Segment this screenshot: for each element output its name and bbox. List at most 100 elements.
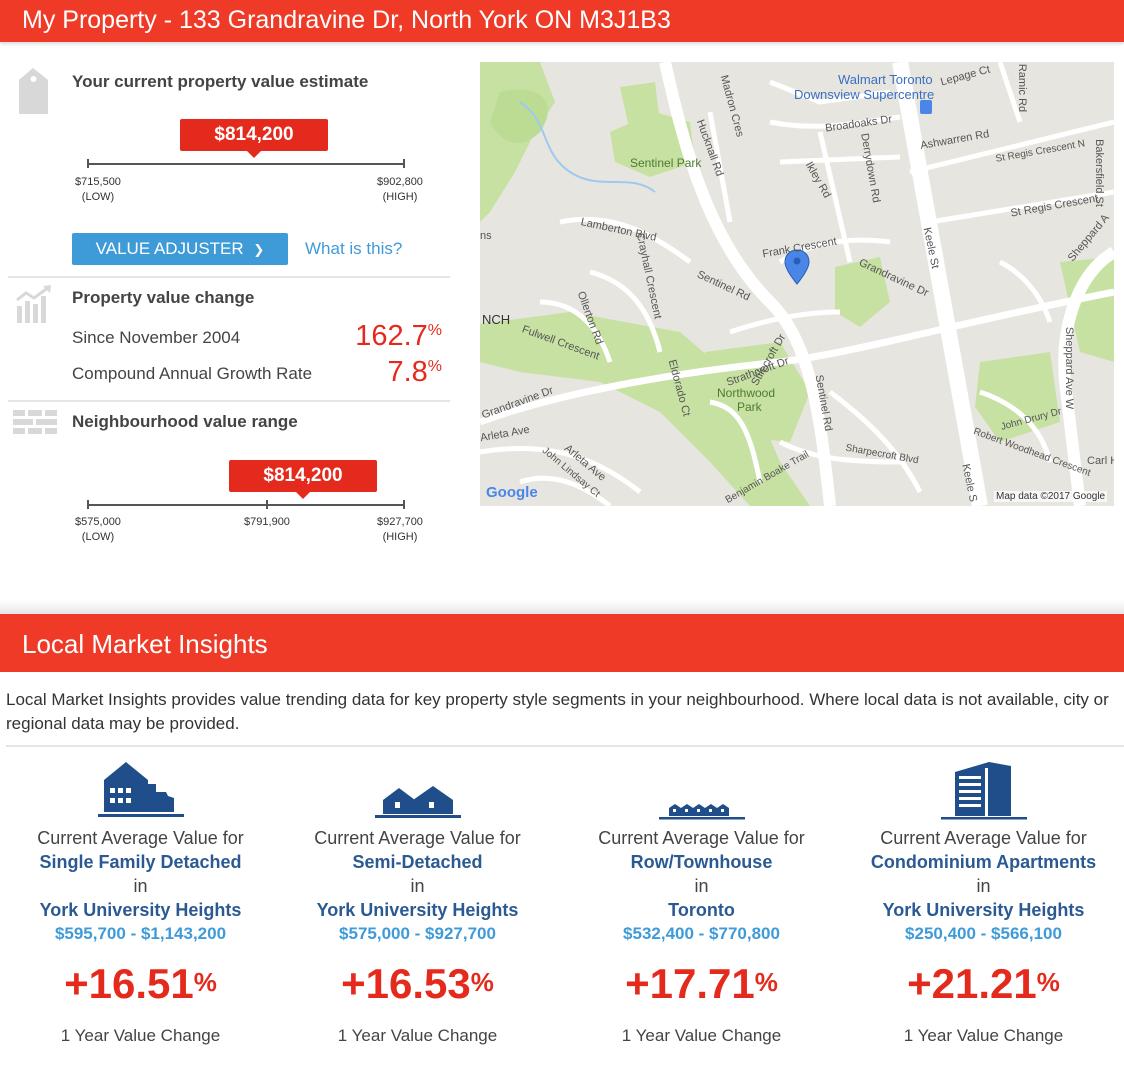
insight-range: $532,400 - $770,800 bbox=[623, 924, 780, 943]
estimate-low: $715,500 (LOW) bbox=[60, 175, 136, 205]
map-label-sheppard-w: Sheppard Ave W bbox=[1063, 326, 1076, 410]
insight-prefix: Current Average Value for bbox=[37, 828, 244, 848]
single-family-house-icon bbox=[0, 758, 281, 820]
insight-area: Toronto bbox=[668, 900, 735, 920]
insights-title: Local Market Insights bbox=[22, 629, 268, 659]
insight-prefix: Current Average Value for bbox=[598, 828, 805, 848]
insight-change-pct: % bbox=[470, 967, 494, 997]
insight-change: +17.71% bbox=[561, 958, 842, 1010]
estimate-high: $902,800 (HIGH) bbox=[366, 175, 434, 205]
neighbourhood-high-tick bbox=[403, 500, 405, 509]
insight-range: $250,400 - $566,100 bbox=[905, 924, 1062, 943]
property-map[interactable]: Walmart Toronto Downsview Supercentre Le… bbox=[480, 62, 1114, 506]
insight-in: in bbox=[694, 876, 709, 896]
since-label: Since November 2004 bbox=[72, 328, 241, 347]
chevron-right-icon: ❯ bbox=[253, 242, 265, 257]
insight-card-condominium: Current Average Value for Condominium Ap… bbox=[843, 750, 1124, 1070]
insight-type: Row/Townhouse bbox=[630, 852, 773, 872]
since-value: 162.7 bbox=[355, 320, 428, 352]
insight-change-value: +16.53 bbox=[341, 960, 471, 1007]
brick-wall-icon bbox=[13, 410, 57, 445]
insight-range: $575,000 - $927,700 bbox=[339, 924, 496, 943]
insight-change-pct: % bbox=[193, 967, 217, 997]
insight-area: York University Heights bbox=[316, 900, 519, 920]
neighbourhood-heading: Neighbourhood value range bbox=[72, 412, 298, 431]
map-label-sentinel-park: Sentinel Park bbox=[630, 156, 702, 170]
insight-change-pct: % bbox=[754, 967, 778, 997]
estimate-value-pin: $814,200 bbox=[180, 119, 328, 158]
insight-type: Single Family Detached bbox=[39, 852, 242, 872]
insights-header-bar: Local Market Insights bbox=[0, 614, 1124, 672]
insight-change-value: +21.21 bbox=[907, 960, 1037, 1007]
neighbourhood-low-label: (LOW) bbox=[81, 531, 115, 543]
what-is-this-link[interactable]: What is this? bbox=[305, 239, 403, 258]
map-canvas bbox=[480, 62, 1114, 506]
insight-prefix: Current Average Value for bbox=[314, 828, 521, 848]
insight-change: +21.21% bbox=[843, 958, 1124, 1010]
insight-in: in bbox=[976, 876, 991, 896]
google-logo: Google bbox=[486, 484, 538, 501]
cagr-value: 7.8 bbox=[387, 356, 428, 388]
estimate-range-line bbox=[87, 163, 405, 165]
insight-change-label: 1 Year Value Change bbox=[337, 1026, 498, 1045]
estimate-high-tick bbox=[403, 159, 405, 168]
estimate-low-label: (LOW) bbox=[81, 191, 115, 203]
since-value-wrap: 162.7% bbox=[300, 320, 442, 353]
neighbourhood-range-line bbox=[87, 504, 405, 506]
neighbourhood-low-tick bbox=[87, 500, 89, 509]
estimate-high-value: $902,800 bbox=[377, 176, 423, 188]
map-label-northwood-park: Park bbox=[737, 400, 762, 414]
insight-change-pct: % bbox=[1036, 967, 1060, 997]
neighbourhood-high-value: $927,700 bbox=[377, 516, 423, 528]
section-gap bbox=[0, 600, 1124, 614]
insight-in: in bbox=[133, 876, 148, 896]
map-label-bakersfield: Bakersfield St bbox=[1092, 139, 1105, 207]
map-location-pin-icon[interactable] bbox=[784, 249, 810, 285]
page-title: My Property - 133 Grandravine Dr, North … bbox=[22, 6, 671, 34]
map-label-carl: Carl H bbox=[1087, 455, 1114, 467]
cagr-value-wrap: 7.8% bbox=[300, 356, 442, 389]
insight-type: Condominium Apartments bbox=[870, 852, 1097, 872]
insight-range: $595,700 - $1,143,200 bbox=[54, 924, 227, 943]
insight-area: York University Heights bbox=[882, 900, 1085, 920]
insight-change: +16.53% bbox=[277, 958, 558, 1010]
insight-card-townhouse: Current Average Value for Row/Townhouse … bbox=[561, 750, 842, 1070]
insight-type: Semi-Detached bbox=[352, 852, 483, 872]
since-pct: % bbox=[427, 322, 442, 339]
insight-change-label: 1 Year Value Change bbox=[621, 1026, 782, 1045]
map-label-ns: ns bbox=[480, 230, 492, 242]
neighbourhood-low: $575,000 (LOW) bbox=[60, 515, 136, 545]
section-divider bbox=[8, 400, 450, 402]
insight-change-value: +17.71 bbox=[625, 960, 755, 1007]
map-label-nch: NCH bbox=[482, 312, 511, 327]
value-adjuster-button[interactable]: VALUE ADJUSTER ❯ bbox=[72, 233, 288, 265]
price-tag-icon bbox=[14, 66, 56, 123]
estimate-low-value: $715,500 bbox=[75, 176, 121, 188]
insights-intro: Local Market Insights provides value tre… bbox=[6, 690, 1109, 733]
map-label-walmart: Walmart Toronto bbox=[838, 72, 933, 87]
condo-building-icon bbox=[843, 758, 1124, 820]
insight-change-label: 1 Year Value Change bbox=[60, 1026, 221, 1045]
growth-chart-icon bbox=[14, 284, 54, 329]
insight-area: York University Heights bbox=[39, 900, 242, 920]
insight-in: in bbox=[410, 876, 425, 896]
map-label-northwood: Northwood bbox=[717, 386, 776, 400]
neighbourhood-mid-value: $791,900 bbox=[244, 516, 290, 528]
shopping-bag-icon[interactable] bbox=[920, 100, 932, 114]
insight-change-label: 1 Year Value Change bbox=[903, 1026, 1064, 1045]
estimate-heading: Your current property value estimate bbox=[72, 72, 369, 91]
insight-change-value: +16.51 bbox=[64, 960, 194, 1007]
insight-card-semi-detached: Current Average Value for Semi-Detached … bbox=[277, 750, 558, 1070]
insight-prefix: Current Average Value for bbox=[880, 828, 1087, 848]
section-divider bbox=[8, 276, 450, 278]
cagr-pct: % bbox=[427, 358, 442, 375]
value-adjuster-label: VALUE ADJUSTER bbox=[95, 239, 244, 258]
townhouse-icon bbox=[561, 758, 842, 820]
estimate-high-label: (HIGH) bbox=[382, 191, 418, 203]
value-change-heading: Property value change bbox=[72, 288, 255, 307]
neighbourhood-high-label: (HIGH) bbox=[382, 531, 418, 543]
neighbourhood-value-pin: $814,200 bbox=[229, 460, 377, 499]
map-attribution: Map data ©2017 Google bbox=[994, 491, 1108, 502]
property-header-bar: My Property - 133 Grandravine Dr, North … bbox=[0, 0, 1124, 42]
map-label-walmart-2: Downsview Supercentre bbox=[794, 87, 935, 102]
